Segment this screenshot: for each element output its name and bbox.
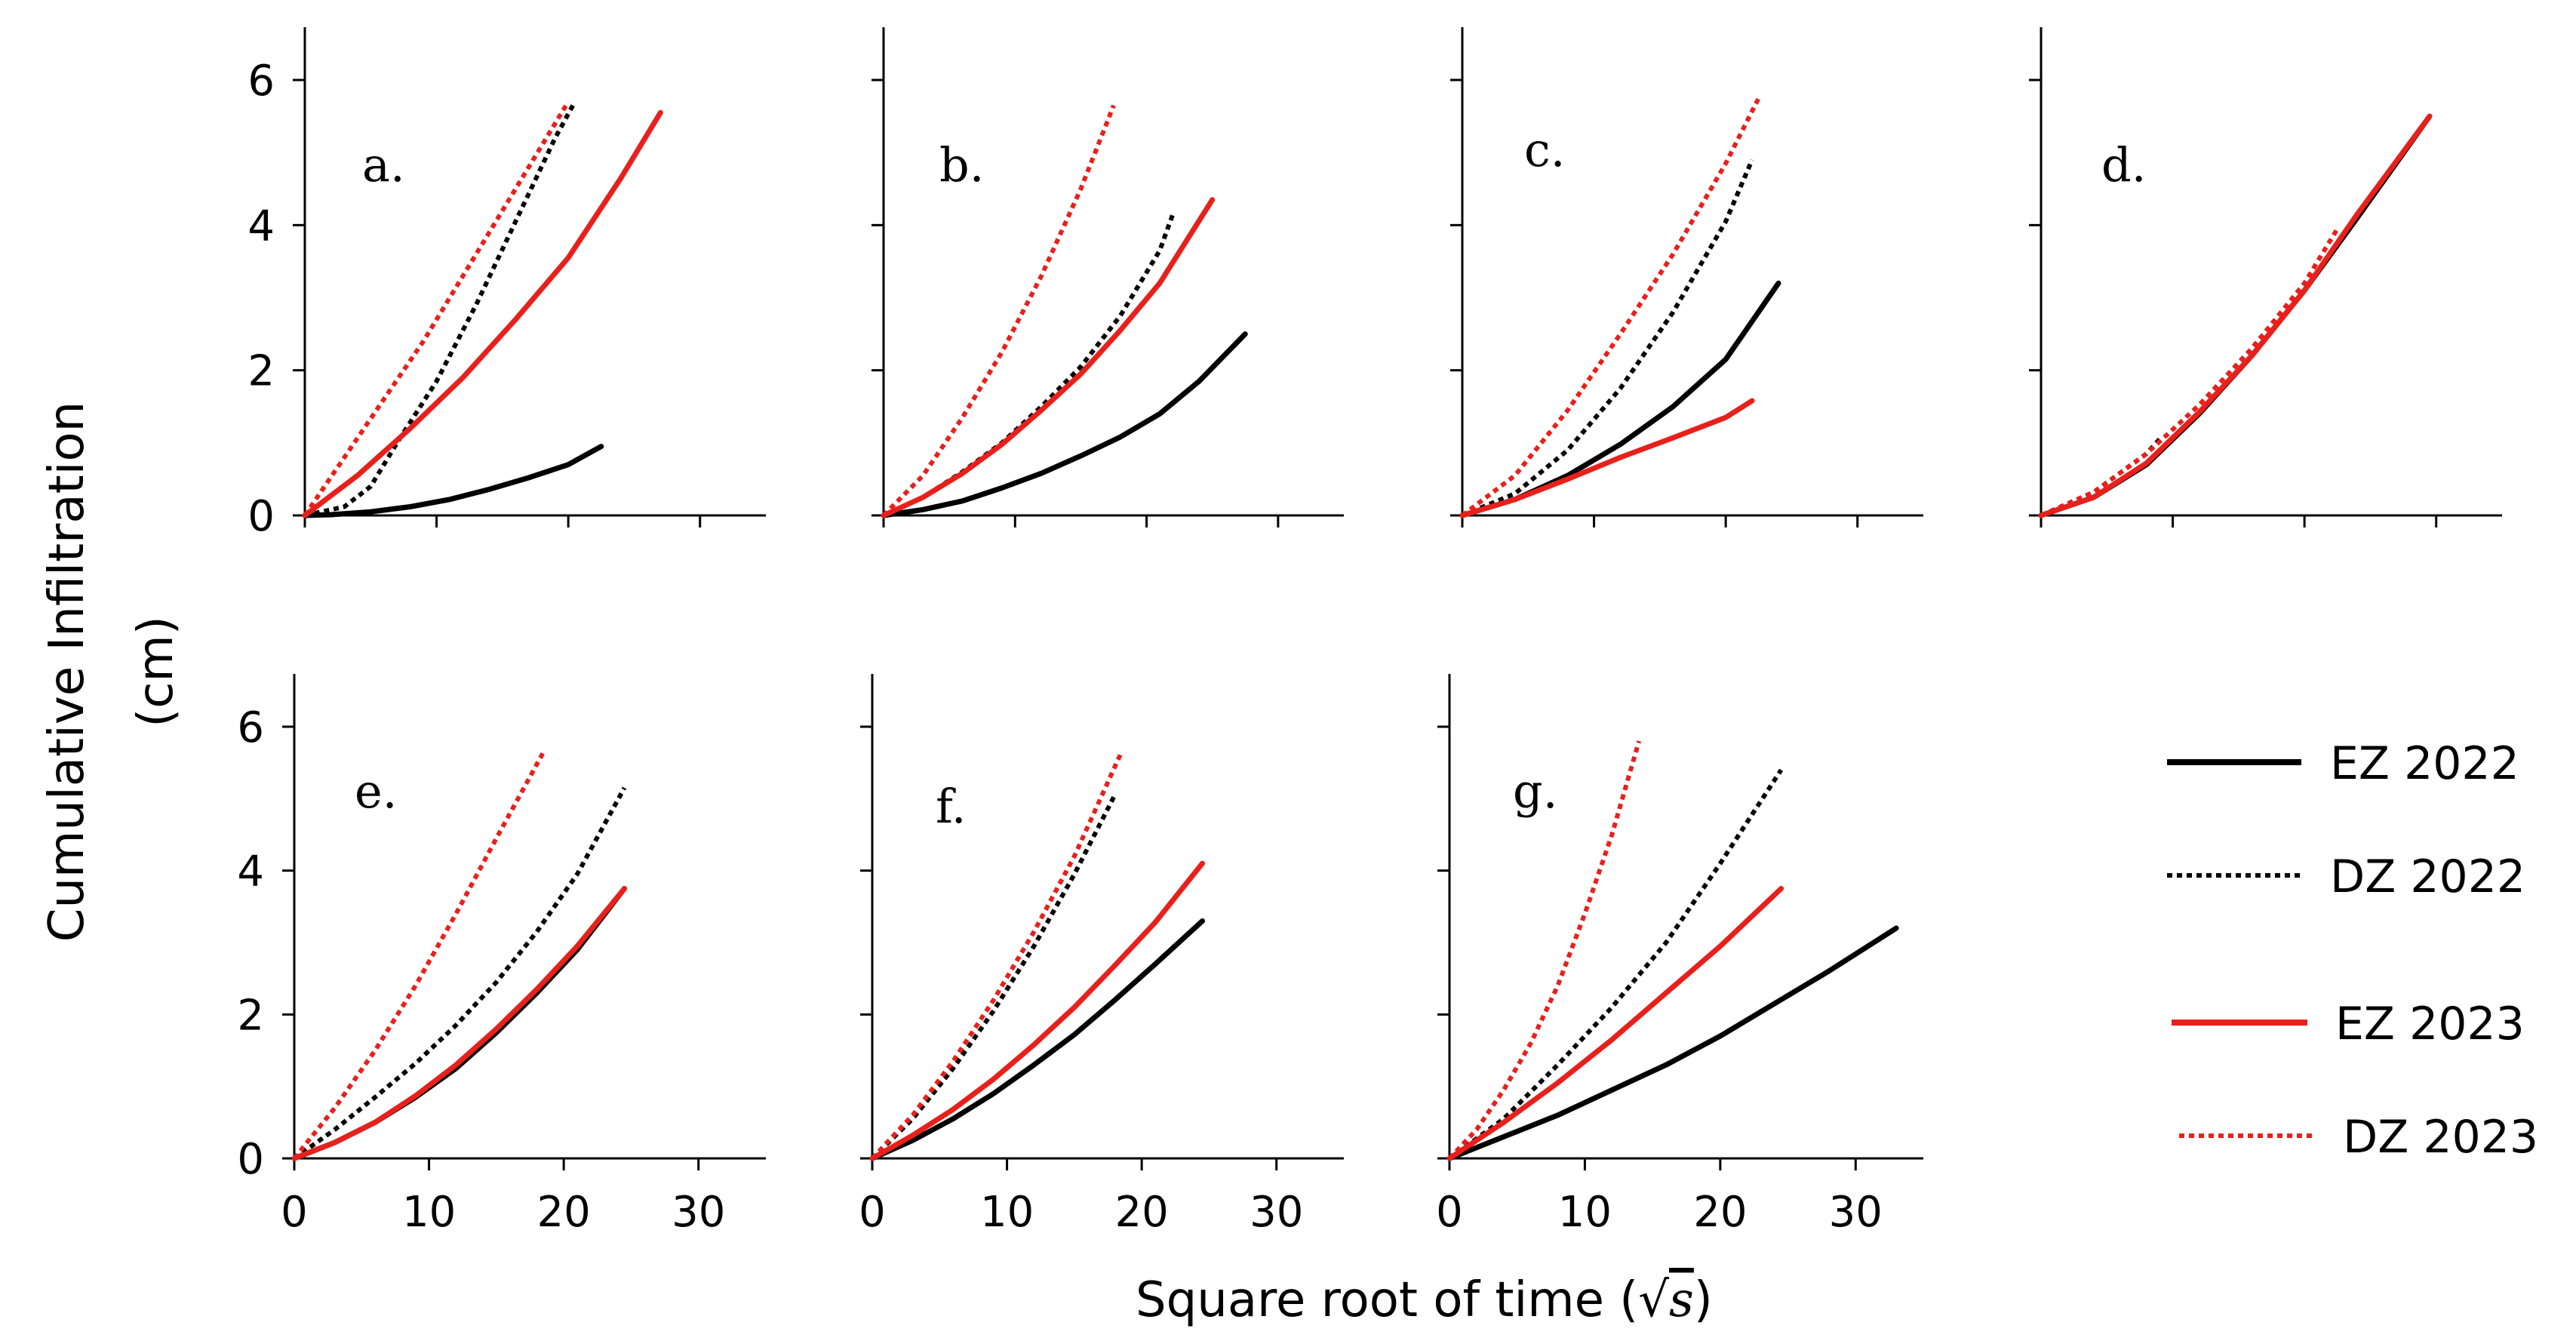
x-axis-title-var: s (1669, 1272, 1694, 1328)
series-line-ez-2023 (881, 197, 1216, 518)
x-tick-label: 10 (402, 1188, 456, 1237)
panel-a: 0 2 4 6 a. (247, 27, 766, 541)
x-tick-label: 10 (1558, 1188, 1612, 1237)
series-line-ez-2022 (1446, 925, 1899, 1161)
series-line-dz-2022 (1448, 768, 1784, 1161)
x-tick-label: 0 (1436, 1188, 1463, 1237)
x-tick-label: 10 (980, 1188, 1034, 1237)
series-line-dz-2023 (881, 104, 1116, 518)
series-line-ez-2023 (1446, 886, 1784, 1161)
panel-label: g. (1513, 764, 1557, 819)
x-axis-title-main: Square root of time ( (1136, 1272, 1638, 1328)
legend: EZ 2022 DZ 2022 EZ 2023 DZ 2023 (2167, 737, 2538, 1164)
legend-label: DZ 2023 (2343, 1111, 2538, 1164)
panel-g: 0 10 20 30 g. (1436, 674, 1923, 1237)
series-line-ez-2022 (869, 918, 1205, 1161)
x-tick-label: 0 (859, 1188, 886, 1237)
legend-label: DZ 2022 (2330, 850, 2525, 903)
x-tick-label: 20 (1693, 1188, 1747, 1237)
series-line-ez-2023 (291, 886, 627, 1161)
legend-entry-dz-2023: DZ 2023 (2179, 1111, 2538, 1164)
y-tick-label: 4 (237, 847, 264, 897)
y-tick-label: 4 (247, 201, 275, 251)
x-tick-label: 30 (1829, 1188, 1883, 1237)
y-axis-title-line1: Cumulative Infiltration (39, 401, 95, 942)
panel-b: b. (871, 27, 1344, 527)
legend-entry-dz-2022: DZ 2022 (2167, 850, 2525, 903)
legend-entry-ez-2023: EZ 2023 (2172, 998, 2525, 1050)
y-tick-label: 6 (237, 703, 264, 752)
series-line-ez-2023 (302, 109, 663, 518)
series-line-ez-2022 (881, 331, 1248, 518)
x-tick-label: 20 (537, 1188, 591, 1237)
x-tick-label: 0 (281, 1188, 308, 1237)
legend-label: EZ 2022 (2330, 737, 2519, 790)
x-axis-title-sqrt: √ (1638, 1272, 1669, 1328)
panel-label: b. (939, 137, 984, 192)
y-tick-label: 0 (247, 492, 275, 541)
x-tick-label: 30 (1250, 1188, 1303, 1237)
y-axis-title-line2: (cm) (128, 616, 184, 727)
series-line-dz-2022 (304, 100, 577, 518)
panel-label: f. (936, 779, 966, 834)
legend-entry-ez-2022: EZ 2022 (2167, 737, 2519, 790)
series-line-dz-2022 (1461, 158, 1754, 518)
series-line-ez-2023 (869, 860, 1205, 1161)
panel-label: e. (355, 764, 397, 819)
series-line-ez-2023 (1459, 398, 1755, 518)
panel-label: c. (1524, 122, 1565, 177)
series-line-dz-2022 (293, 786, 627, 1161)
panel-e: 0 2 4 6 0 10 20 30 e. (237, 674, 766, 1237)
series-line-ez-2023 (2038, 113, 2433, 518)
y-tick-label: 0 (237, 1135, 264, 1184)
series-line-dz-2023 (303, 100, 570, 517)
panel-c: c. (1450, 27, 1923, 527)
y-tick-label: 2 (247, 347, 275, 396)
series-line-dz-2023 (2040, 227, 2340, 518)
y-tick-label: 2 (237, 991, 264, 1040)
series-line-ez-2022 (302, 444, 604, 518)
x-tick-label: 20 (1115, 1188, 1169, 1237)
panel-d: d. (2029, 27, 2502, 527)
panel-label: d. (2101, 137, 2146, 192)
series-line-ez-2022 (291, 886, 627, 1161)
legend-label: EZ 2023 (2335, 998, 2525, 1050)
x-axis-title-close: ) (1694, 1272, 1713, 1328)
series-line-dz-2022 (870, 794, 1117, 1161)
series-line-dz-2023 (292, 750, 546, 1160)
x-tick-label: 30 (672, 1188, 725, 1237)
panels-layer: 0 2 4 6 a. b. c. d. 0 2 4 6 0 10 20 30 e. 0 10 20 30 f. 0 10 20 3… (237, 27, 2502, 1237)
series-line-dz-2023 (1461, 97, 1761, 518)
x-axis-title: Square root of time (√s) (1136, 1272, 1713, 1328)
panel-f: 0 10 20 30 f. (859, 674, 1344, 1237)
panel-label: a. (362, 137, 405, 192)
y-tick-label: 6 (247, 57, 275, 106)
series-line-ez-2022 (1459, 280, 1781, 518)
series-line-dz-2022 (2040, 437, 2162, 518)
series-line-dz-2023 (870, 751, 1124, 1161)
series-line-ez-2022 (2038, 113, 2433, 518)
